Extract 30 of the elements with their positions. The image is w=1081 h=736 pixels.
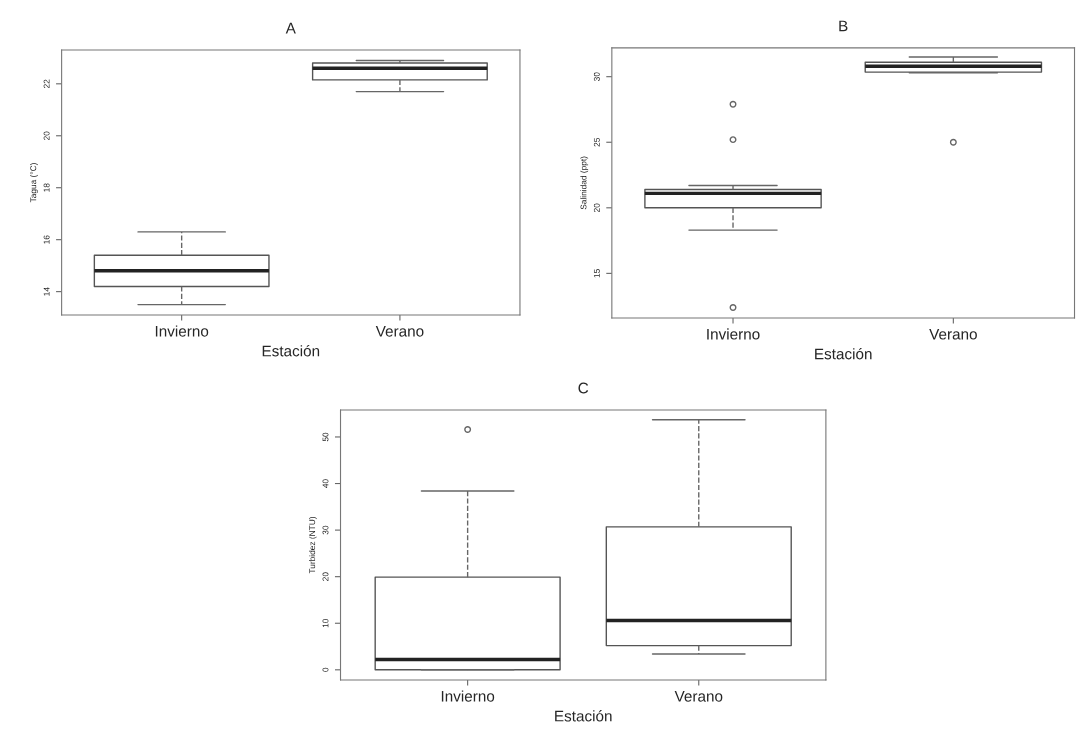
chart-title: B (839, 20, 848, 32)
chart-title: A (285, 22, 296, 34)
x-axis-title: Estación (815, 347, 872, 360)
y-tick-label: 22 (43, 79, 50, 89)
y-tick-label: 50 (322, 432, 329, 442)
y-tick-label: 25 (593, 137, 600, 147)
y-tick-label: 15 (593, 269, 600, 278)
y-tick-label: 16 (43, 235, 50, 244)
y-tick-label: 20 (43, 131, 50, 140)
y-axis-title: Tagua (°C) (30, 163, 38, 203)
y-tick-label: 30 (322, 525, 329, 535)
x-tick-label: Verano (929, 328, 977, 340)
x-axis-title: Estación (555, 710, 612, 722)
x-tick-label: Invierno (155, 325, 209, 337)
x-tick-label: Invierno (707, 328, 760, 340)
x-axis-title: Estación (262, 345, 320, 357)
y-tick-label: 20 (322, 572, 329, 581)
y-tick-label: 30 (593, 72, 600, 81)
chart-title: C (578, 382, 589, 394)
x-tick-label: Invierno (441, 690, 495, 702)
y-tick-label: 18 (43, 183, 50, 192)
x-tick-label: Verano (375, 325, 424, 337)
y-axis-title: Turbidez (NTU) (309, 516, 317, 574)
y-axis-title: Salinidad (ppt) (580, 156, 589, 210)
y-tick-label: 10 (322, 618, 329, 628)
y-tick-label: 20 (593, 203, 600, 213)
x-tick-label: Verano (674, 691, 723, 702)
y-tick-label: 0 (322, 667, 329, 672)
y-tick-label: 14 (43, 287, 50, 296)
y-tick-label: 40 (322, 479, 329, 488)
